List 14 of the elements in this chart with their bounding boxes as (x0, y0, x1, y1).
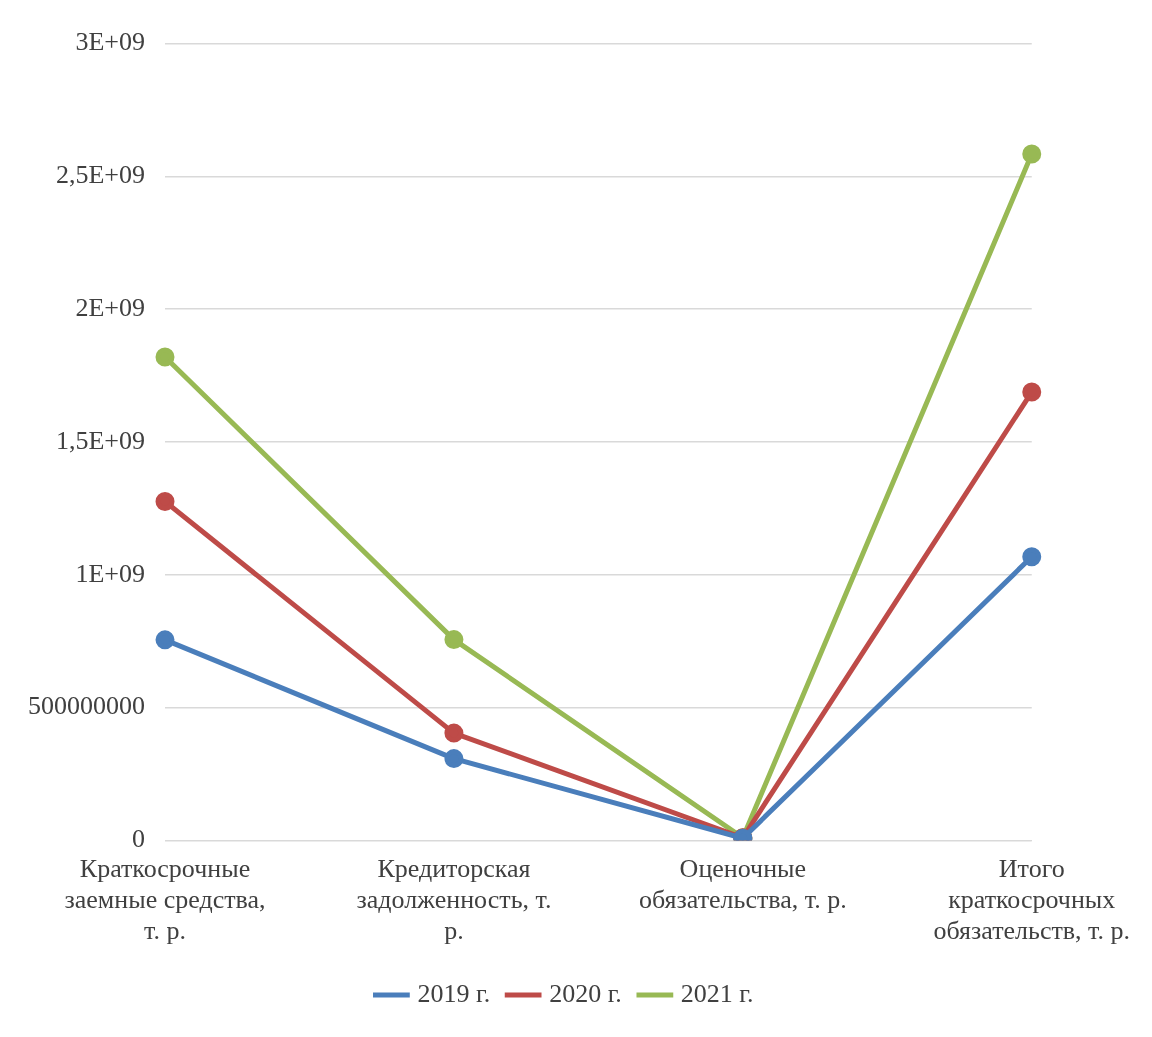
y-tick-label: 2,5E+09 (55, 160, 145, 190)
x-tick-label: Итого краткосрочных обязательств, т. р. (933, 853, 1130, 946)
x-tick-label: Кредиторская задолженность, т. р. (356, 853, 552, 946)
y-tick-label: 0 (132, 824, 145, 854)
y-tick-label: 1E+09 (75, 558, 145, 588)
legend-label: 2020 г. (549, 978, 622, 1008)
legend-label: 2021 г. (680, 978, 754, 1008)
y-tick-label: 500000000 (28, 691, 145, 721)
y-tick-label: 2E+09 (75, 293, 145, 323)
x-tick-label: Оценочные обязательства, т. р. (638, 853, 847, 915)
y-tick-label: 3E+09 (75, 27, 145, 57)
legend-label: 2019 г. (417, 978, 491, 1008)
y-tick-label: 1,5E+09 (55, 425, 145, 455)
x-tick-label: Краткосрочные заемные средства, т. р. (64, 853, 266, 946)
